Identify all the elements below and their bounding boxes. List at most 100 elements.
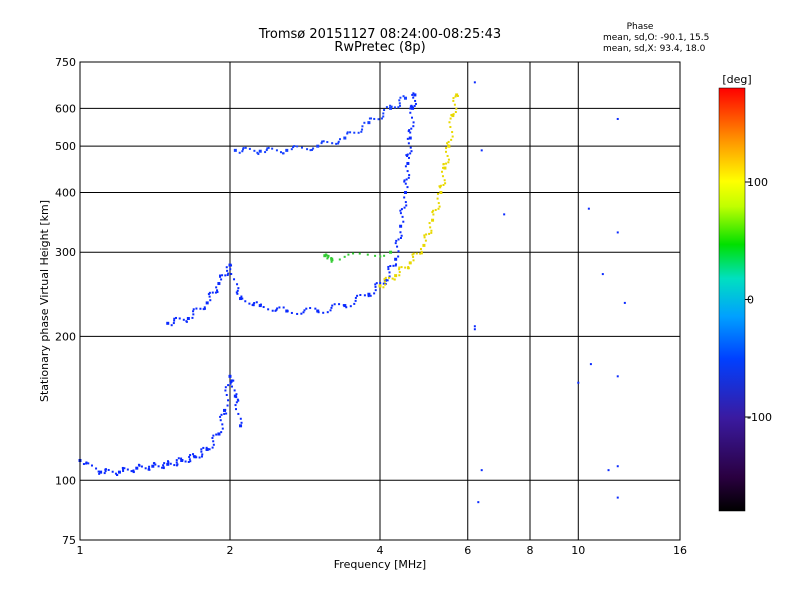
scatter-point (233, 394, 237, 398)
scatter-point (403, 190, 407, 194)
scatter-point (409, 105, 412, 108)
scatter-points (78, 81, 626, 504)
scatter-point (122, 469, 125, 472)
scatter-point (173, 319, 176, 322)
grid-lines (80, 62, 680, 540)
scatter-point (398, 102, 401, 105)
scatter-point (172, 322, 175, 325)
scatter-point (353, 302, 356, 305)
scatter-point (449, 117, 452, 120)
scatter-point (374, 254, 377, 257)
scatter-point (436, 192, 439, 195)
scatter-point (130, 470, 133, 473)
scatter-point (473, 81, 476, 84)
scatter-point (237, 412, 240, 415)
scatter-point (397, 106, 400, 109)
scatter-point (392, 264, 395, 267)
scatter-point (388, 271, 391, 274)
scatter-point (148, 468, 151, 471)
scatter-point (390, 105, 393, 108)
scatter-point (265, 149, 268, 152)
scatter-point (428, 222, 431, 225)
scatter-point (445, 162, 448, 165)
scatter-point (326, 257, 329, 260)
scatter-point (104, 468, 107, 471)
scatter-point (186, 316, 190, 320)
scatter-point (312, 147, 315, 150)
scatter-point (132, 469, 135, 472)
scatter-point (374, 285, 377, 288)
colorbar (718, 87, 746, 512)
scatter-point (379, 282, 382, 285)
scatter-point (275, 308, 278, 311)
scatter-point (214, 291, 217, 294)
scatter-point (503, 213, 506, 216)
scatter-point (248, 147, 251, 150)
scatter-point (369, 294, 372, 297)
scatter-point (215, 286, 218, 289)
scatter-point (266, 147, 269, 150)
scatter-point (379, 255, 382, 258)
scatter-point (322, 311, 325, 314)
scatter-point (256, 151, 259, 154)
scatter-point (140, 465, 143, 468)
scatter-point (188, 455, 191, 458)
plot-frame (79, 61, 681, 541)
scatter-point (225, 393, 228, 396)
scatter-point (387, 265, 390, 268)
scatter-point (173, 464, 176, 467)
scatter-point (401, 215, 404, 218)
scatter-point (623, 301, 626, 304)
scatter-point (432, 209, 435, 212)
scatter-point (437, 207, 440, 210)
scatter-point (394, 274, 398, 278)
scatter-point (403, 96, 407, 100)
scatter-point (220, 278, 223, 281)
scatter-point (253, 302, 256, 305)
scatter-point (412, 259, 415, 262)
scatter-point (221, 274, 224, 277)
scatter-point (258, 149, 262, 153)
scatter-point (367, 292, 371, 296)
scatter-point (406, 186, 409, 189)
y-tick-label: 400 (55, 186, 76, 199)
scatter-point (354, 296, 357, 299)
scatter-point (90, 464, 93, 467)
scatter-point (423, 234, 426, 237)
scatter-point (409, 146, 412, 149)
scatter-point (329, 309, 332, 312)
y-tick-label: 750 (55, 56, 76, 69)
scatter-point (404, 201, 407, 204)
scatter-point (290, 311, 293, 314)
scatter-point (211, 436, 214, 439)
scatter-point (203, 306, 206, 309)
scatter-point (425, 233, 428, 236)
scatter-point (330, 257, 334, 261)
scatter-point (439, 186, 442, 189)
scatter-point (233, 278, 236, 281)
scatter-point (211, 446, 214, 449)
scatter-point (175, 461, 178, 464)
scatter-point (216, 289, 219, 292)
scatter-point (95, 467, 98, 470)
scatter-point (408, 129, 411, 132)
scatter-point (383, 280, 386, 283)
scatter-point (262, 306, 265, 309)
scatter-point (431, 211, 434, 214)
scatter-point (403, 180, 406, 183)
scatter-point (147, 467, 150, 470)
scatter-point (316, 309, 320, 313)
scatter-point (394, 242, 397, 245)
scatter-point (373, 117, 376, 120)
scatter-point (87, 462, 90, 465)
scatter-point (420, 250, 423, 253)
scatter-point (233, 148, 237, 152)
scatter-point (346, 132, 349, 135)
scatter-point (241, 297, 244, 300)
scatter-point (406, 161, 410, 165)
scatter-point (338, 303, 341, 306)
scatter-point (144, 467, 147, 470)
x-tick-label: 8 (527, 544, 534, 557)
scatter-point (166, 321, 170, 325)
